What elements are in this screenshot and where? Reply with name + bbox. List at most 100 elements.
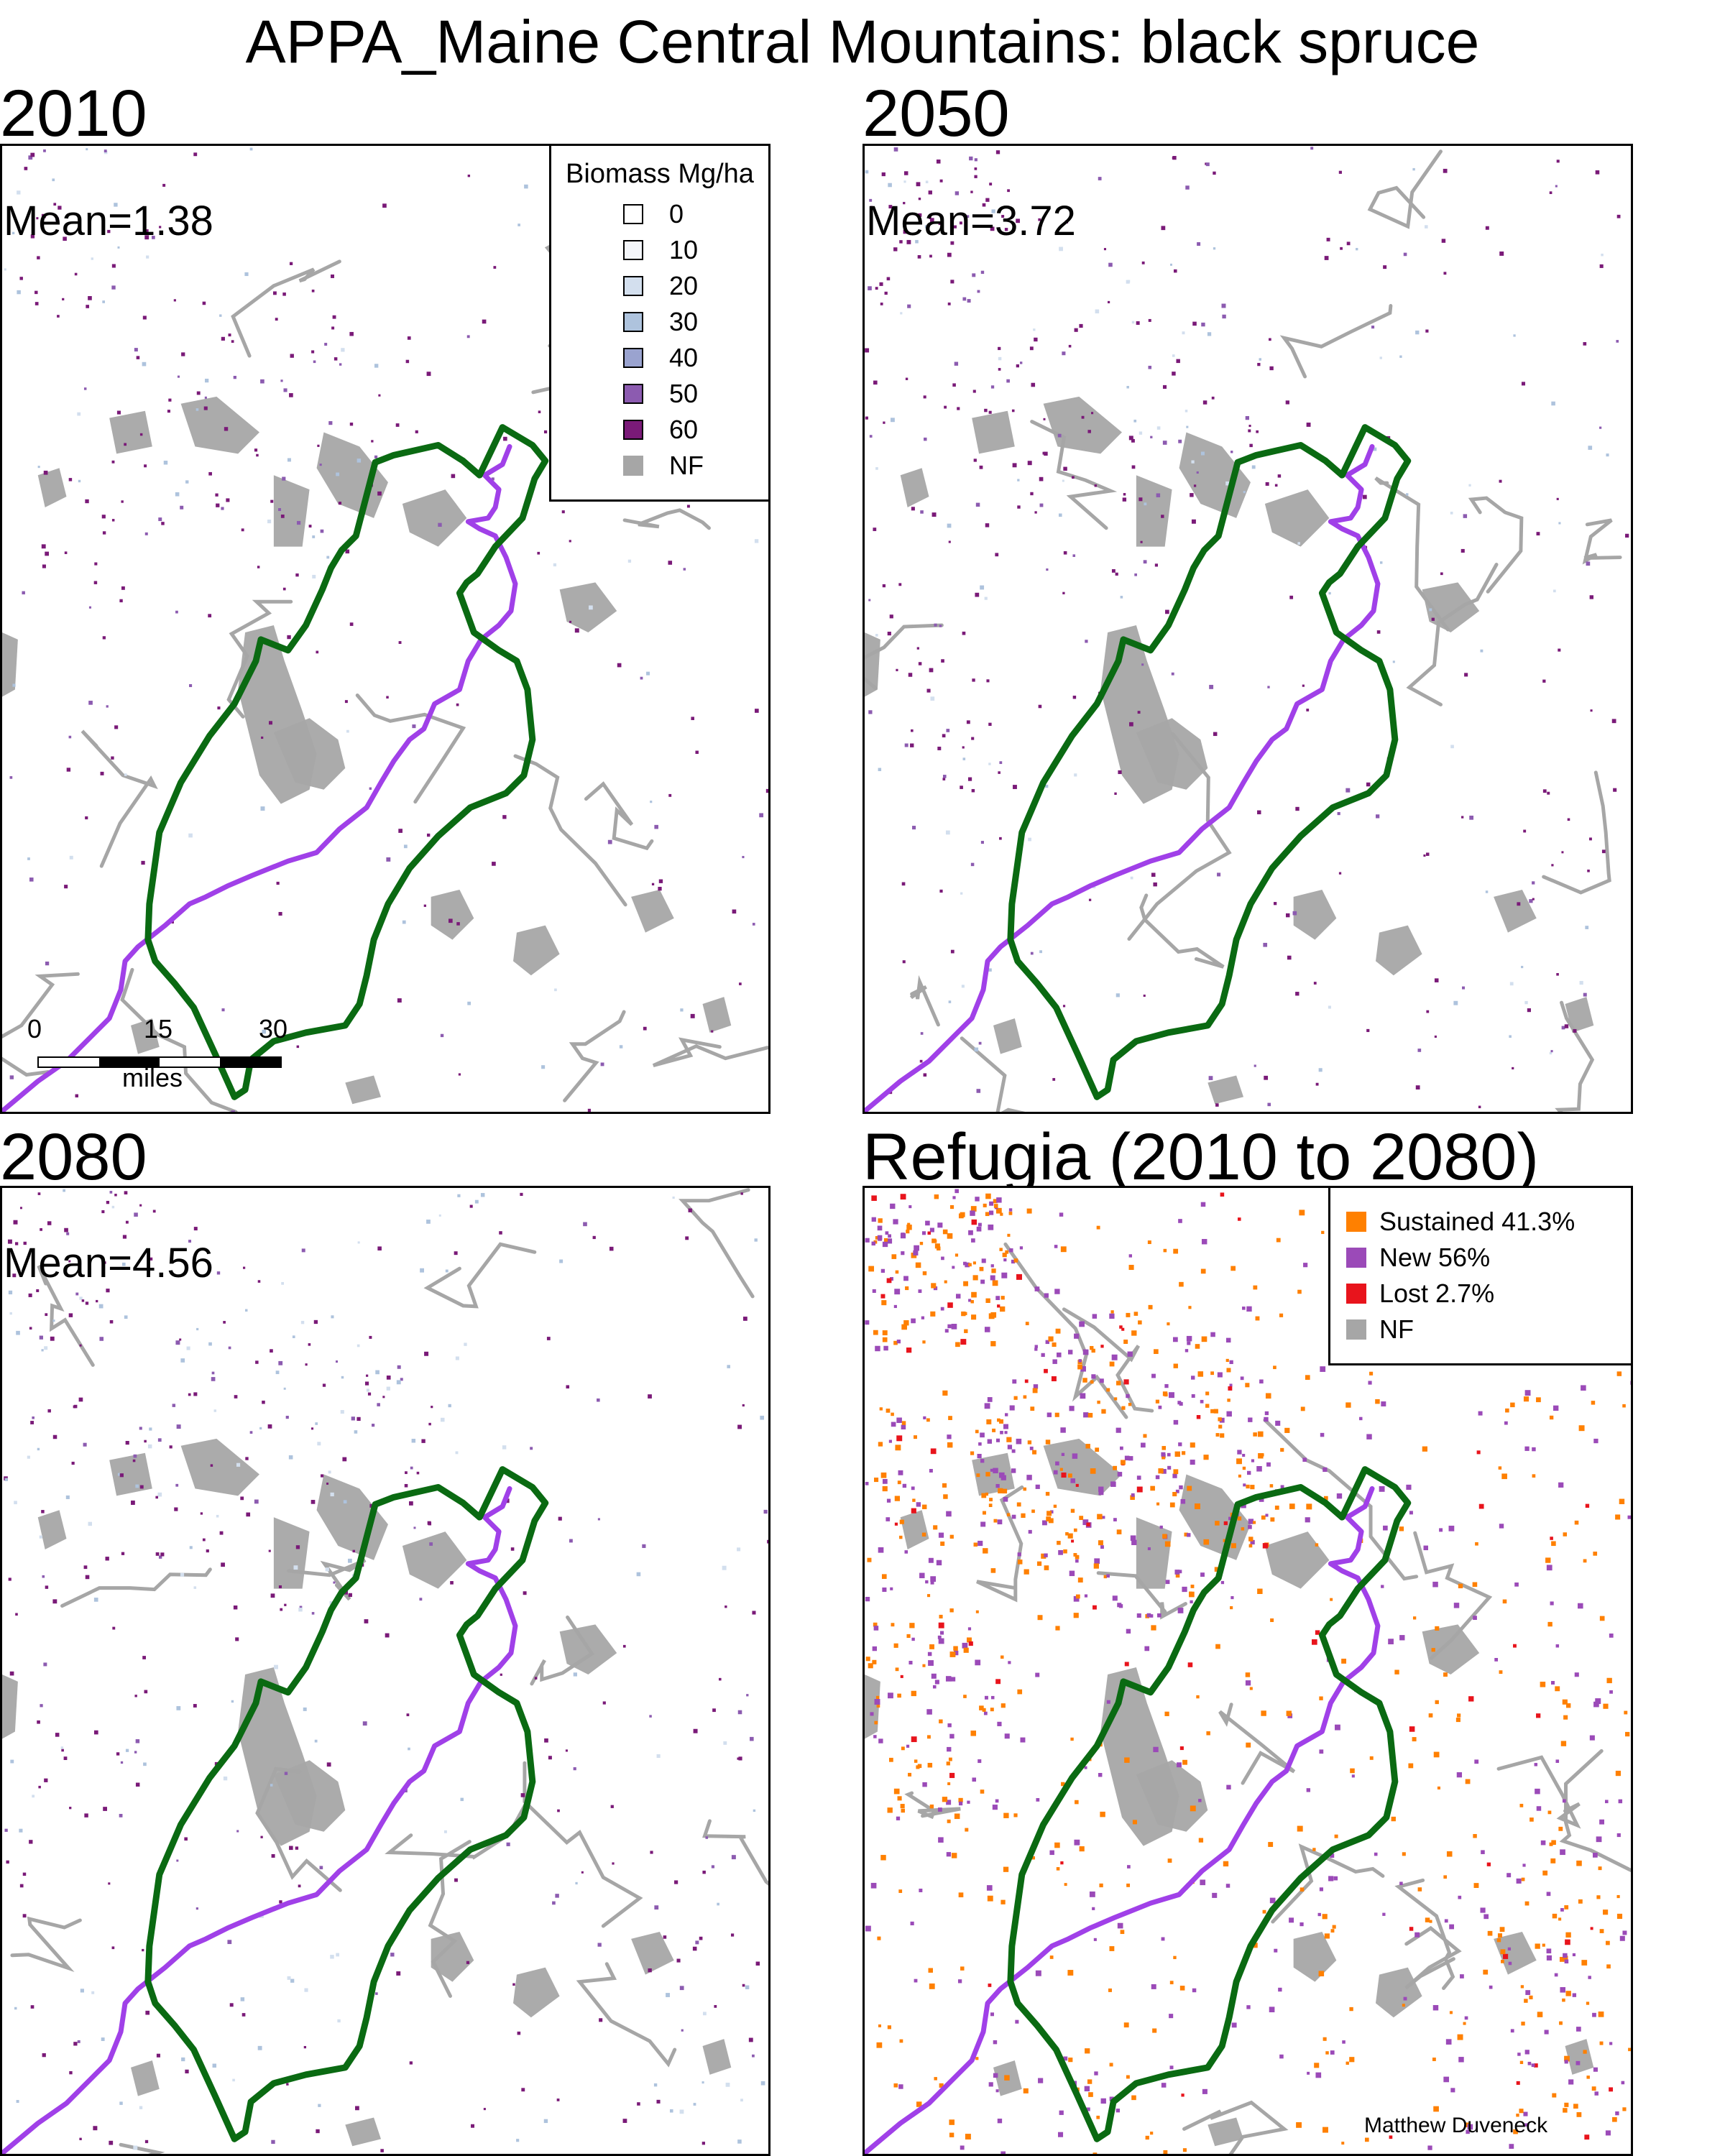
biomass-cell <box>421 1439 426 1443</box>
biomass-cell <box>1086 2107 1090 2111</box>
biomass-cell <box>954 1189 959 1194</box>
biomass-cell <box>893 147 898 152</box>
biomass-cell <box>1532 881 1535 885</box>
biomass-cell <box>1049 1955 1054 1959</box>
biomass-cell <box>460 1797 464 1802</box>
biomass-cell <box>1062 591 1065 594</box>
nonforest-patch <box>273 1760 346 1832</box>
biomass-cell <box>951 1324 957 1330</box>
biomass-cell <box>947 1746 952 1752</box>
biomass-cell <box>995 1438 1000 1442</box>
biomass-cell <box>14 2007 17 2010</box>
biomass-cell <box>949 2119 954 2125</box>
biomass-cell <box>282 476 286 481</box>
biomass-cell <box>312 574 316 579</box>
biomass-cell <box>1035 1672 1040 1677</box>
biomass-cell <box>1403 1996 1407 2001</box>
biomass-cell <box>185 480 189 484</box>
biomass-cell <box>929 1468 933 1473</box>
biomass-cell <box>949 1733 954 1739</box>
biomass-cell <box>1028 837 1031 842</box>
biomass-cell <box>23 1241 27 1245</box>
stream <box>584 781 654 851</box>
biomass-cell <box>1366 1434 1372 1439</box>
stream <box>1030 420 1118 530</box>
biomass-cell <box>1341 2142 1345 2145</box>
biomass-cell <box>1195 1503 1200 1509</box>
biomass-cell <box>377 491 382 496</box>
biomass-cell <box>413 1526 416 1529</box>
biomass-cell <box>924 437 927 441</box>
biomass-cell <box>518 224 520 226</box>
biomass-cell <box>873 1622 878 1627</box>
biomass-cell <box>1175 1489 1179 1493</box>
biomass-cell <box>934 623 937 627</box>
biomass-cell <box>1123 1339 1128 1344</box>
biomass-cell <box>1409 1726 1415 1732</box>
biomass-cell <box>755 709 759 713</box>
biomass-cell <box>936 1560 942 1566</box>
biomass-cell <box>1072 695 1077 699</box>
biomass-cell <box>1123 2022 1129 2028</box>
biomass-cell <box>219 314 222 317</box>
biomass-cell <box>876 2042 883 2048</box>
biomass-cell <box>1586 561 1591 566</box>
biomass-cell <box>19 1207 22 1210</box>
biomass-cell <box>177 375 180 378</box>
biomass-cell <box>1324 1496 1328 1501</box>
biomass-cell <box>998 368 1001 371</box>
biomass-cell <box>1003 1496 1008 1502</box>
biomass-cell <box>45 1585 49 1589</box>
biomass-cell <box>725 2082 730 2087</box>
biomass-cell <box>993 1199 998 1204</box>
stream <box>1127 732 1232 941</box>
biomass-cell <box>1162 1455 1166 1460</box>
biomass-cell <box>668 561 673 565</box>
biomass-cell <box>990 1312 997 1318</box>
biomass-cell <box>1555 1686 1560 1692</box>
biomass-cell <box>875 1695 880 1700</box>
biomass-cell <box>1094 2071 1098 2076</box>
biomass-cell <box>995 1296 1000 1301</box>
biomass-cell <box>893 247 898 252</box>
biomass-cell <box>1072 476 1075 479</box>
biomass-cell <box>1456 1772 1463 1778</box>
biomass-cell <box>256 453 259 457</box>
biomass-cell <box>1368 1381 1372 1385</box>
biomass-cell <box>136 356 140 359</box>
biomass-cell <box>1346 1402 1351 1408</box>
biomass-cell <box>1408 1763 1414 1769</box>
biomass-cell <box>336 1953 340 1957</box>
biomass-cell <box>1265 1393 1271 1399</box>
biomass-cell <box>1542 679 1546 683</box>
biomass-cell <box>1032 1388 1038 1393</box>
biomass-cell <box>1605 1940 1610 1945</box>
biomass-cell <box>1200 451 1205 456</box>
biomass-cell <box>1453 1603 1460 1608</box>
biomass-cell <box>929 1644 934 1649</box>
biomass-cell <box>448 918 453 923</box>
biomass-cell <box>904 743 908 747</box>
biomass-cell <box>873 528 877 531</box>
stream <box>1555 1000 1595 1112</box>
biomass-cell <box>4 268 6 271</box>
biomass-cell <box>556 2099 560 2101</box>
biomass-cell <box>1379 561 1383 564</box>
biomass-cell <box>1133 1312 1138 1316</box>
biomass-cell <box>1172 354 1175 357</box>
biomass-cell <box>1315 1630 1320 1635</box>
biomass-cell <box>553 563 557 567</box>
biomass-cell <box>1200 1572 1205 1577</box>
biomass-cell <box>163 461 168 465</box>
biomass-cell <box>960 1966 965 1971</box>
biomass-cell <box>976 1226 982 1232</box>
biomass-cell <box>405 1471 408 1475</box>
biomass-cell <box>886 1409 891 1413</box>
biomass-cell <box>1427 2145 1432 2150</box>
biomass-cell <box>1520 1985 1524 1989</box>
biomass-cell <box>1044 1565 1049 1570</box>
biomass-cell <box>308 1343 311 1346</box>
biomass-cell <box>695 1940 699 1945</box>
biomass-cell <box>1505 1408 1509 1413</box>
biomass-cell <box>135 1484 139 1488</box>
